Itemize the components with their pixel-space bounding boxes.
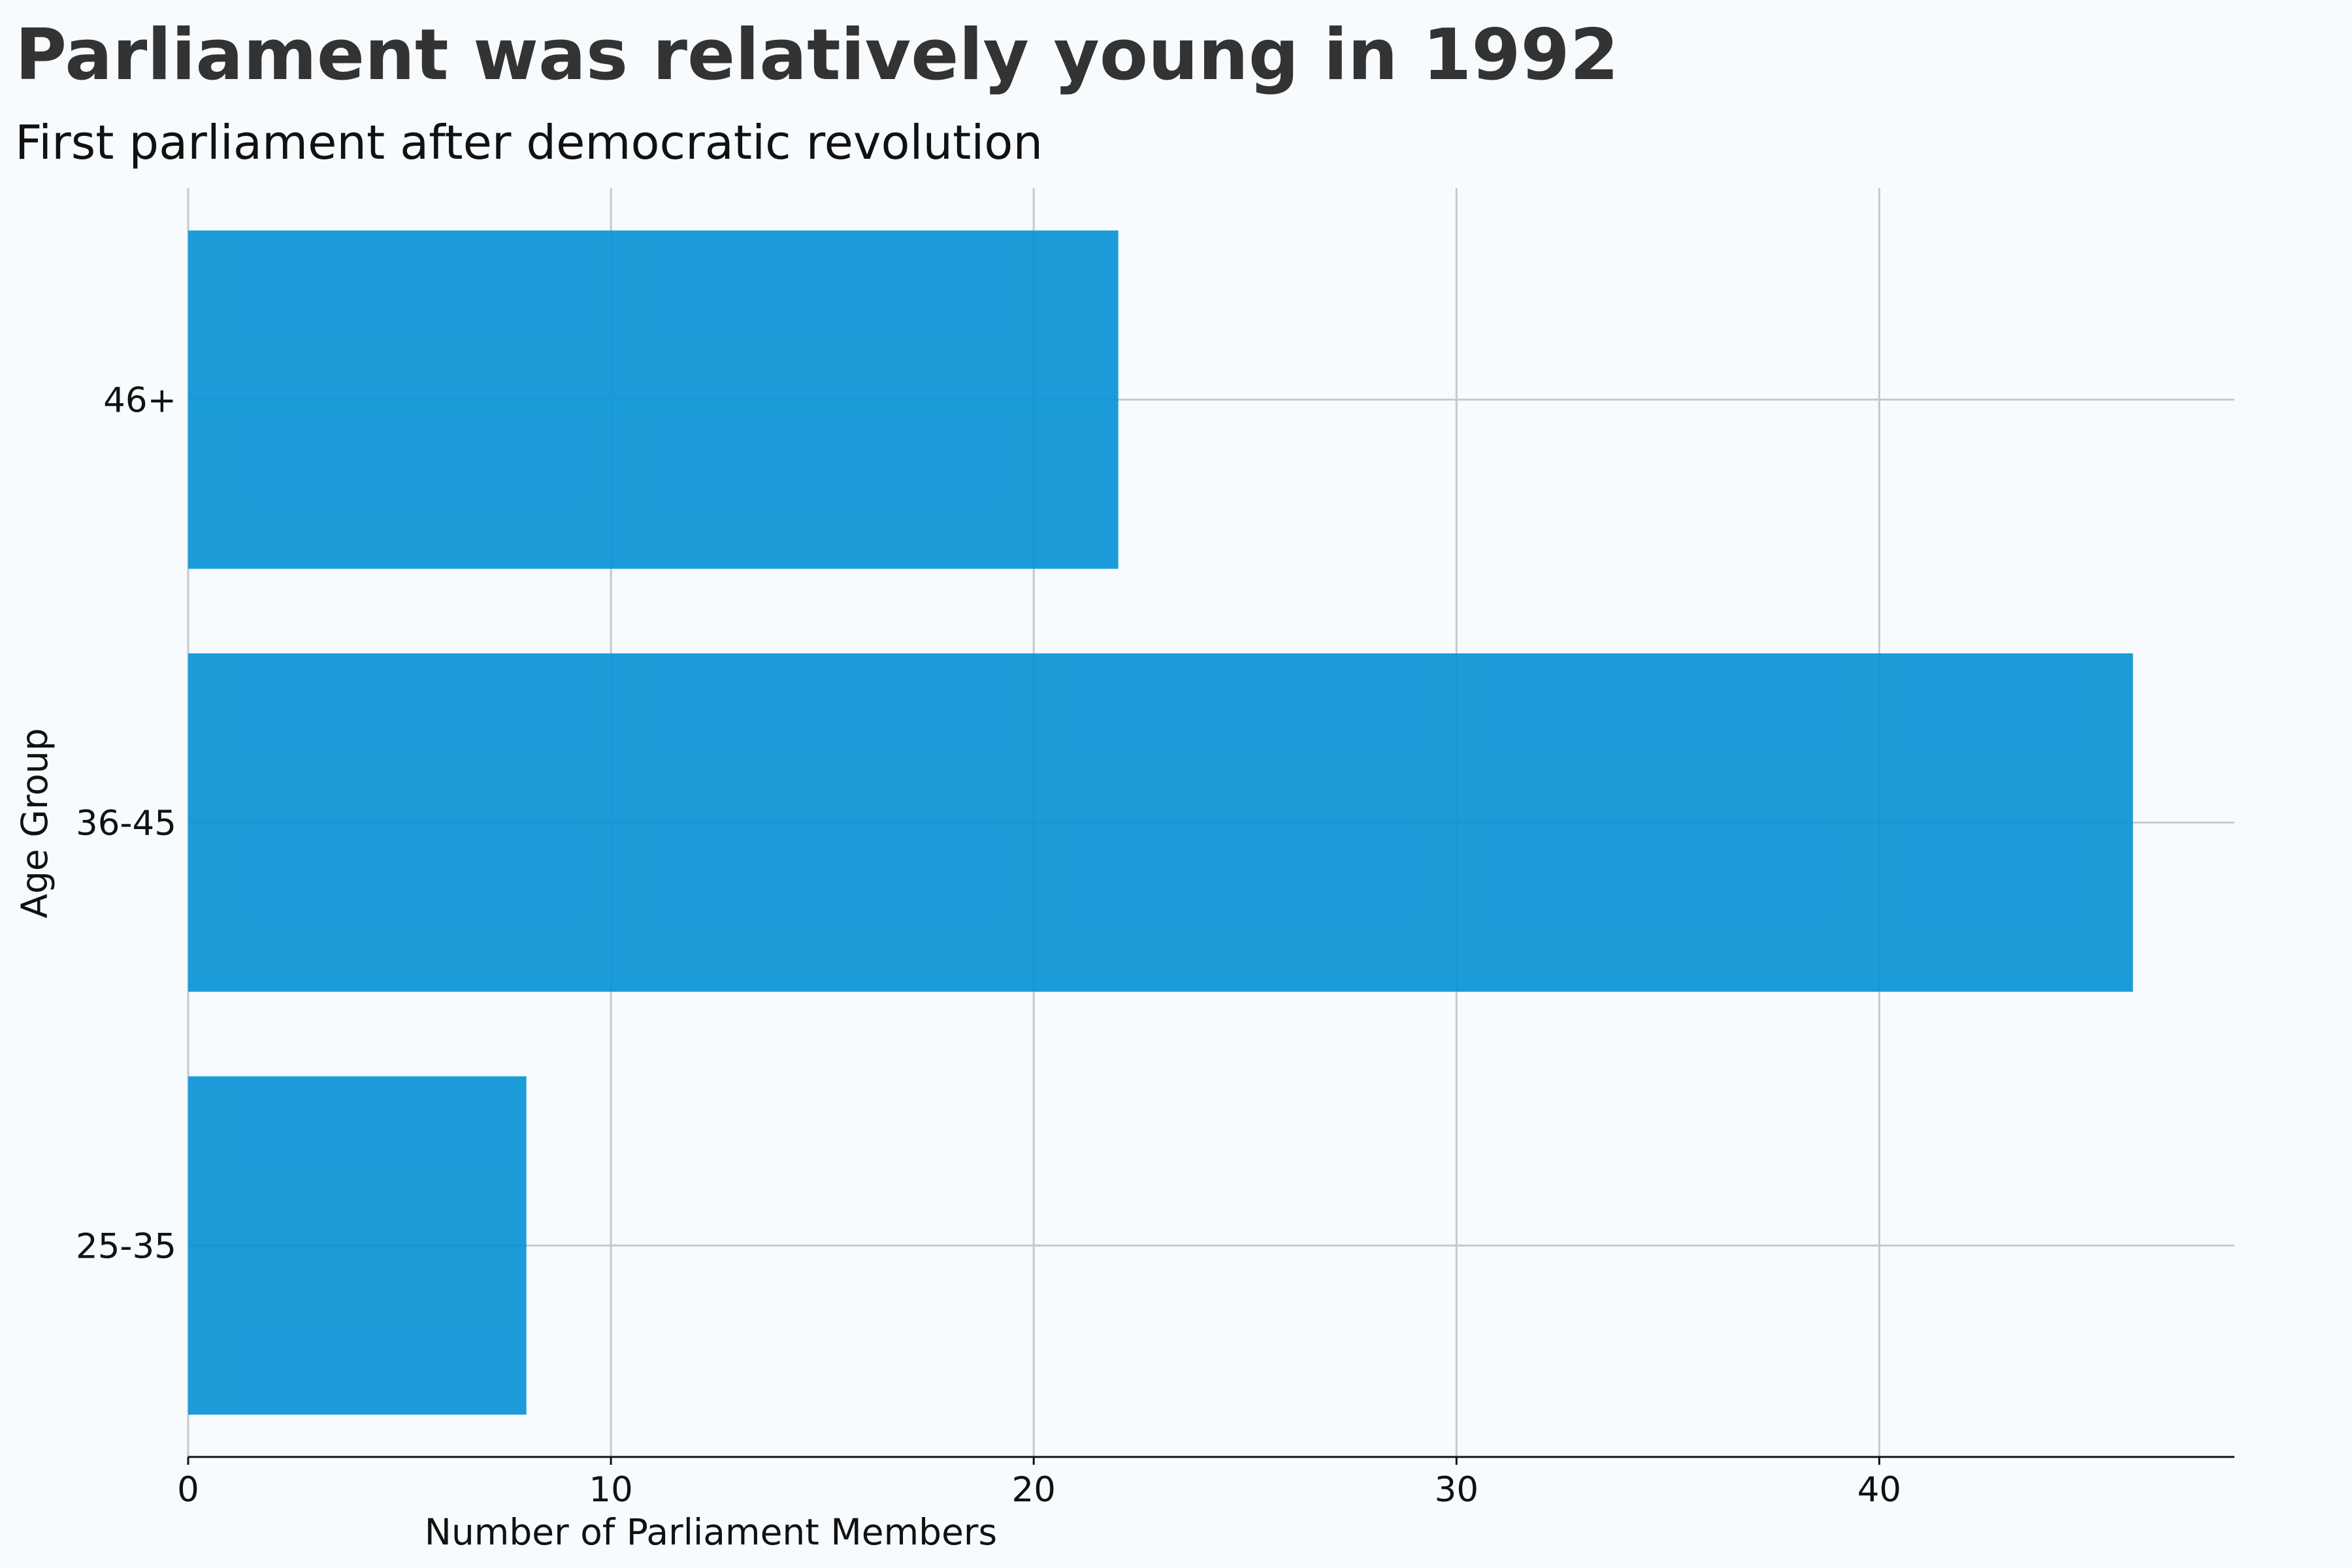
x-tick-label: 30 xyxy=(1435,1470,1478,1510)
bar-46plus xyxy=(188,230,1119,569)
x-axis-title: Number of Parliament Members xyxy=(425,1511,997,1553)
y-tick-label: 46+ xyxy=(103,381,176,421)
y-tick-label: 36-45 xyxy=(76,804,176,843)
x-tick-label: 20 xyxy=(1011,1470,1055,1510)
y-axis-title: Age Group xyxy=(14,728,56,918)
x-tick-label: 0 xyxy=(177,1470,199,1510)
chart-subtitle: First parliament after democratic revolu… xyxy=(15,115,1043,170)
bar-25-35 xyxy=(188,1076,527,1415)
x-tick-label: 10 xyxy=(589,1470,632,1510)
y-tick-label: 25-35 xyxy=(76,1226,176,1266)
bar-36-45 xyxy=(188,653,2133,992)
chart-title: Parliament was relatively young in 1992 xyxy=(15,14,1619,96)
x-tick-label: 40 xyxy=(1857,1470,1901,1510)
x-axis-ticks: 0 10 20 30 40 xyxy=(177,1457,1901,1510)
bars xyxy=(188,230,2133,1415)
y-axis-ticks: 25-35 36-45 46+ xyxy=(76,381,176,1267)
